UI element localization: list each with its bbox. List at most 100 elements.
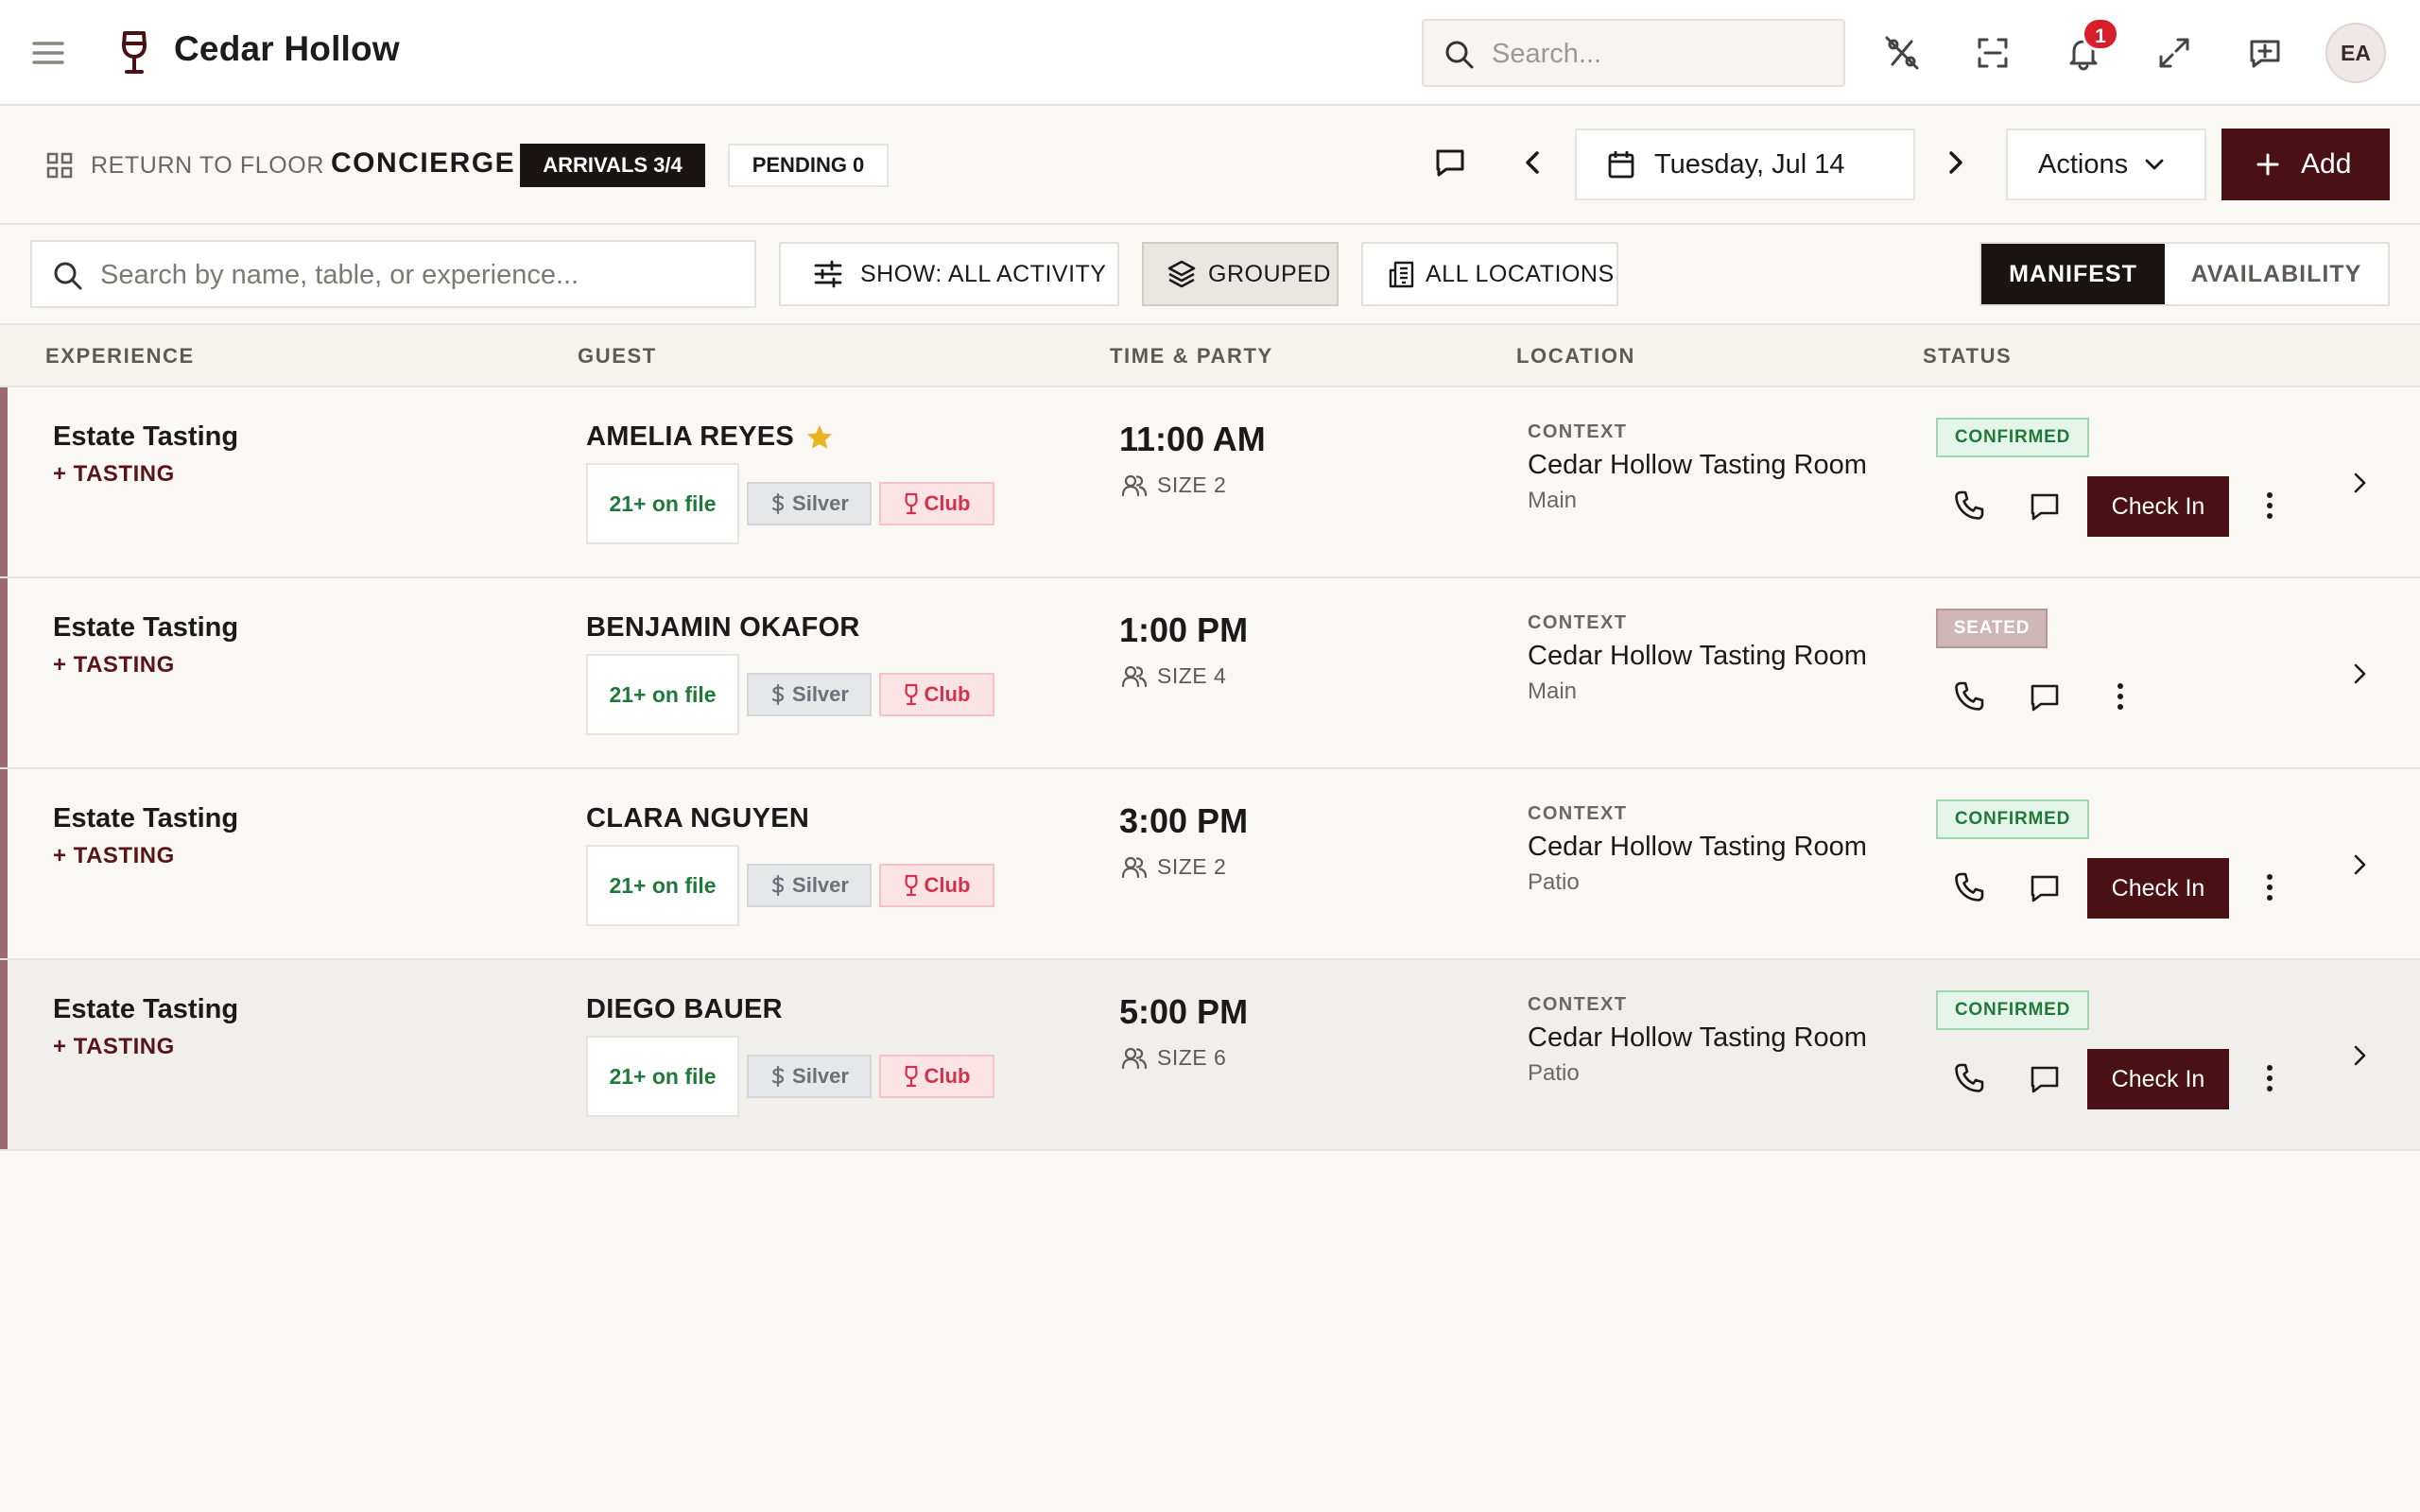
manifest-search-input[interactable] xyxy=(100,255,743,295)
tier-tag: Silver xyxy=(747,864,872,907)
show-activity-filter[interactable]: SHOW: ALL ACTIVITY xyxy=(779,242,1119,306)
table-row[interactable]: Estate Tasting + TASTING BENJAMIN OKAFOR… xyxy=(0,578,2420,769)
party-size-label: SIZE 6 xyxy=(1157,1045,1227,1070)
club-tag-label: Club xyxy=(924,682,971,706)
status-badge: CONFIRMED xyxy=(1936,990,2089,1030)
column-header[interactable]: EXPERIENCE xyxy=(45,344,195,368)
party-icon xyxy=(1121,665,1148,687)
status-badge: CONFIRMED xyxy=(1936,799,2089,839)
add-label: Add xyxy=(2301,148,2352,180)
sub-bar: RETURN TO FLOOR CONCIERGE ARRIVALS 3/4 P… xyxy=(0,106,2420,225)
column-header[interactable]: TIME & PARTY xyxy=(1110,344,1273,368)
table-row[interactable]: Estate Tasting + TASTING CLARA NGUYEN 21… xyxy=(0,769,2420,960)
check-in-button[interactable]: Check In xyxy=(2087,1049,2229,1109)
wine-glass-icon xyxy=(904,1065,918,1088)
return-to-floor-button[interactable]: RETURN TO FLOOR xyxy=(45,149,324,181)
status-badge: CONFIRMED xyxy=(1936,418,2089,457)
party-size: SIZE 4 xyxy=(1121,663,1226,689)
pending-counter[interactable]: PENDING 0 xyxy=(728,144,889,187)
experience-sub: + TASTING xyxy=(53,843,175,868)
more-vertical-icon[interactable] xyxy=(2256,871,2284,903)
message-icon[interactable] xyxy=(2029,491,2061,522)
reservation-time: 5:00 PM xyxy=(1119,992,1249,1031)
location-name: Cedar Hollow Tasting Room xyxy=(1528,1022,1867,1053)
reservation-time: 11:00 AM xyxy=(1119,420,1266,458)
menu-icon[interactable] xyxy=(30,36,68,70)
more-vertical-icon[interactable] xyxy=(2106,680,2135,713)
club-tag-label: Club xyxy=(924,491,971,515)
arrivals-counter[interactable]: ARRIVALS 3/4 xyxy=(520,144,705,187)
phone-icon[interactable] xyxy=(1953,871,1985,903)
top-bar: Cedar Hollow 1 EA xyxy=(0,0,2420,106)
search-icon xyxy=(1444,40,1475,70)
phone-icon[interactable] xyxy=(1953,1062,1985,1094)
table-row[interactable]: Estate Tasting + TASTING DIEGO BAUER 21+… xyxy=(0,960,2420,1151)
tab-manifest[interactable]: MANIFEST xyxy=(1981,244,2165,304)
tier-tag-label: Silver xyxy=(792,491,849,515)
location-name: Cedar Hollow Tasting Room xyxy=(1528,641,1867,671)
column-header[interactable]: LOCATION xyxy=(1516,344,1636,368)
column-header[interactable]: STATUS xyxy=(1923,344,2013,368)
table-row[interactable]: Estate Tasting + TASTING AMELIA REYES 21… xyxy=(0,387,2420,578)
location-area: Main xyxy=(1528,488,1578,513)
chevron-right-icon[interactable] xyxy=(2348,850,2371,879)
check-in-button[interactable]: Check In xyxy=(2087,858,2229,919)
table-header: EXPERIENCE GUEST TIME & PARTY LOCATION S… xyxy=(0,325,2420,387)
global-search-input[interactable] xyxy=(1492,34,1832,74)
phone-icon[interactable] xyxy=(1953,490,1985,522)
star-icon xyxy=(807,424,833,449)
scan-icon[interactable] xyxy=(1974,34,2012,72)
chevron-right-icon[interactable] xyxy=(2348,660,2371,688)
guest-name-text: CLARA NGUYEN xyxy=(586,803,810,833)
column-header[interactable]: GUEST xyxy=(578,344,657,368)
chevron-right-icon[interactable] xyxy=(2348,1041,2371,1070)
tier-tag-label: Silver xyxy=(792,1064,849,1088)
check-in-button[interactable]: Check In xyxy=(2087,476,2229,537)
expand-icon[interactable] xyxy=(2155,34,2193,72)
global-search[interactable] xyxy=(1422,19,1845,87)
phone-icon[interactable] xyxy=(1953,680,1985,713)
message-icon[interactable] xyxy=(1433,146,1467,180)
chevron-right-icon[interactable] xyxy=(2348,469,2371,497)
guest-name[interactable]: CLARA NGUYEN xyxy=(586,803,809,834)
age-tag: 21+ on file xyxy=(586,845,739,926)
chevron-left-icon[interactable] xyxy=(1520,147,1547,178)
guest-name[interactable]: AMELIA REYES xyxy=(586,421,834,453)
more-vertical-icon[interactable] xyxy=(2256,1062,2284,1094)
message-icon[interactable] xyxy=(2029,682,2061,713)
chevron-right-icon[interactable] xyxy=(1942,147,1968,178)
party-icon xyxy=(1121,1047,1148,1069)
search-icon xyxy=(53,261,83,291)
guest-name[interactable]: BENJAMIN OKAFOR xyxy=(586,612,860,644)
locations-filter[interactable]: ALL LOCATIONS xyxy=(1361,242,1618,306)
club-tag: Club xyxy=(879,673,994,716)
date-picker[interactable]: Tuesday, Jul 14 xyxy=(1575,129,1915,200)
grouped-label: GROUPED xyxy=(1208,260,1331,287)
experience-name: Estate Tasting xyxy=(53,421,239,452)
grouped-toggle[interactable]: GROUPED xyxy=(1142,242,1339,306)
tier-tag: Silver xyxy=(747,482,872,525)
location-context-label: CONTEXT xyxy=(1528,803,1628,824)
location-area: Patio xyxy=(1528,869,1580,895)
location-name: Cedar Hollow Tasting Room xyxy=(1528,832,1867,862)
tab-availability[interactable]: AVAILABILITY xyxy=(2190,261,2362,287)
location-name: Cedar Hollow Tasting Room xyxy=(1528,450,1867,480)
avatar[interactable]: EA xyxy=(2325,23,2386,83)
sliders-icon xyxy=(814,260,842,288)
add-button[interactable]: Add xyxy=(2221,129,2390,200)
feedback-icon[interactable] xyxy=(2246,34,2284,72)
more-vertical-icon[interactable] xyxy=(2256,490,2284,522)
plus-icon xyxy=(2256,153,2279,176)
layers-icon xyxy=(1167,260,1196,288)
actions-dropdown[interactable]: Actions xyxy=(2006,129,2206,200)
percent-slash-icon[interactable] xyxy=(1883,34,1921,72)
age-tag: 21+ on file xyxy=(586,463,739,544)
guest-name[interactable]: DIEGO BAUER xyxy=(586,994,783,1025)
message-icon[interactable] xyxy=(2029,1064,2061,1094)
message-icon[interactable] xyxy=(2029,873,2061,903)
manifest-search[interactable] xyxy=(30,240,756,308)
locations-label: ALL LOCATIONS xyxy=(1426,260,1615,287)
age-tag: 21+ on file xyxy=(586,654,739,735)
grid-icon xyxy=(46,152,73,179)
notification-badge: 1 xyxy=(2082,17,2119,51)
